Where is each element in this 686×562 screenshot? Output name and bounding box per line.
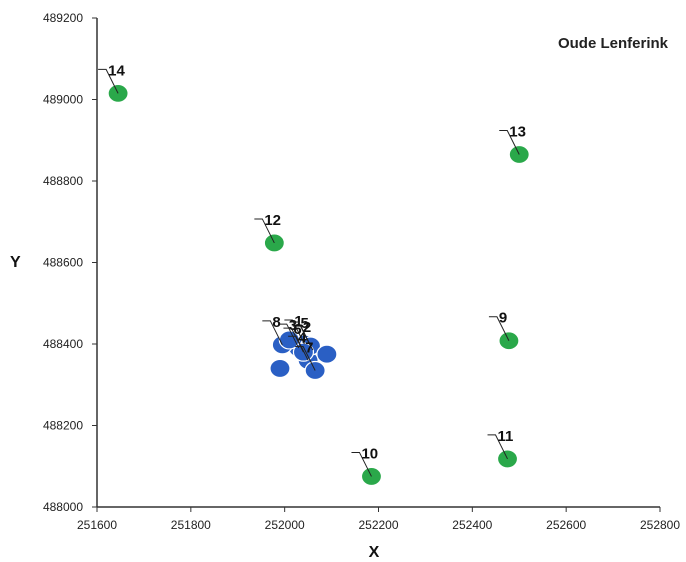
leader-line bbox=[254, 218, 275, 244]
y-tick-label: 489000 bbox=[43, 93, 83, 107]
point-label: 4 bbox=[298, 329, 307, 346]
y-tick-label: 489200 bbox=[43, 11, 83, 25]
leader-line bbox=[487, 434, 508, 460]
data-point bbox=[269, 358, 291, 379]
y-tick-label: 488800 bbox=[43, 174, 83, 188]
x-tick-label: 251600 bbox=[77, 518, 117, 532]
leader-line bbox=[290, 321, 311, 347]
point-label: 9 bbox=[499, 310, 507, 327]
point-label: 12 bbox=[264, 212, 281, 229]
leader-line bbox=[351, 451, 372, 477]
chart-title: Oude Lenferink bbox=[558, 35, 669, 52]
leader-line bbox=[262, 320, 283, 346]
data-points bbox=[107, 83, 530, 487]
point-label: 8 bbox=[272, 314, 280, 331]
point-label: 11 bbox=[498, 428, 514, 445]
y-tick-label: 488200 bbox=[43, 419, 83, 433]
point-label: 3 bbox=[289, 317, 297, 334]
leader-line bbox=[499, 130, 520, 155]
x-tick-label: 252800 bbox=[640, 518, 680, 532]
x-tick-label: 252000 bbox=[265, 518, 305, 532]
x-tick-label: 251800 bbox=[171, 518, 211, 532]
leader-line bbox=[283, 327, 304, 353]
y-tick-label: 488400 bbox=[43, 337, 83, 351]
x-tick-label: 252600 bbox=[546, 518, 586, 532]
data-point bbox=[316, 344, 338, 364]
leader-line bbox=[278, 323, 300, 349]
leader-line bbox=[488, 316, 510, 341]
leader-line bbox=[98, 68, 119, 94]
point-label: 5 bbox=[300, 315, 308, 332]
point-label: 1 bbox=[294, 313, 302, 330]
point-label: 7 bbox=[305, 339, 313, 356]
x-tick-label: 252200 bbox=[358, 518, 398, 532]
point-label: 13 bbox=[509, 124, 526, 141]
point-label: 2 bbox=[303, 319, 311, 336]
data-point bbox=[496, 449, 519, 469]
point-label: 6 bbox=[293, 321, 301, 338]
x-axis-title: X bbox=[369, 544, 380, 561]
y-axis-title: Y bbox=[10, 254, 21, 271]
y-tick-label: 488000 bbox=[43, 500, 83, 514]
tick-labels: 251600 251800 252000 252200 252400 252600 2528… bbox=[43, 11, 680, 532]
point-label: 14 bbox=[108, 62, 125, 79]
leader-line bbox=[295, 345, 316, 371]
axes bbox=[92, 17, 661, 512]
leader-line bbox=[284, 319, 305, 345]
point-label: 10 bbox=[361, 445, 378, 462]
y-tick-label: 488600 bbox=[43, 256, 83, 270]
x-tick-label: 252400 bbox=[452, 518, 492, 532]
leader-line bbox=[288, 335, 309, 361]
